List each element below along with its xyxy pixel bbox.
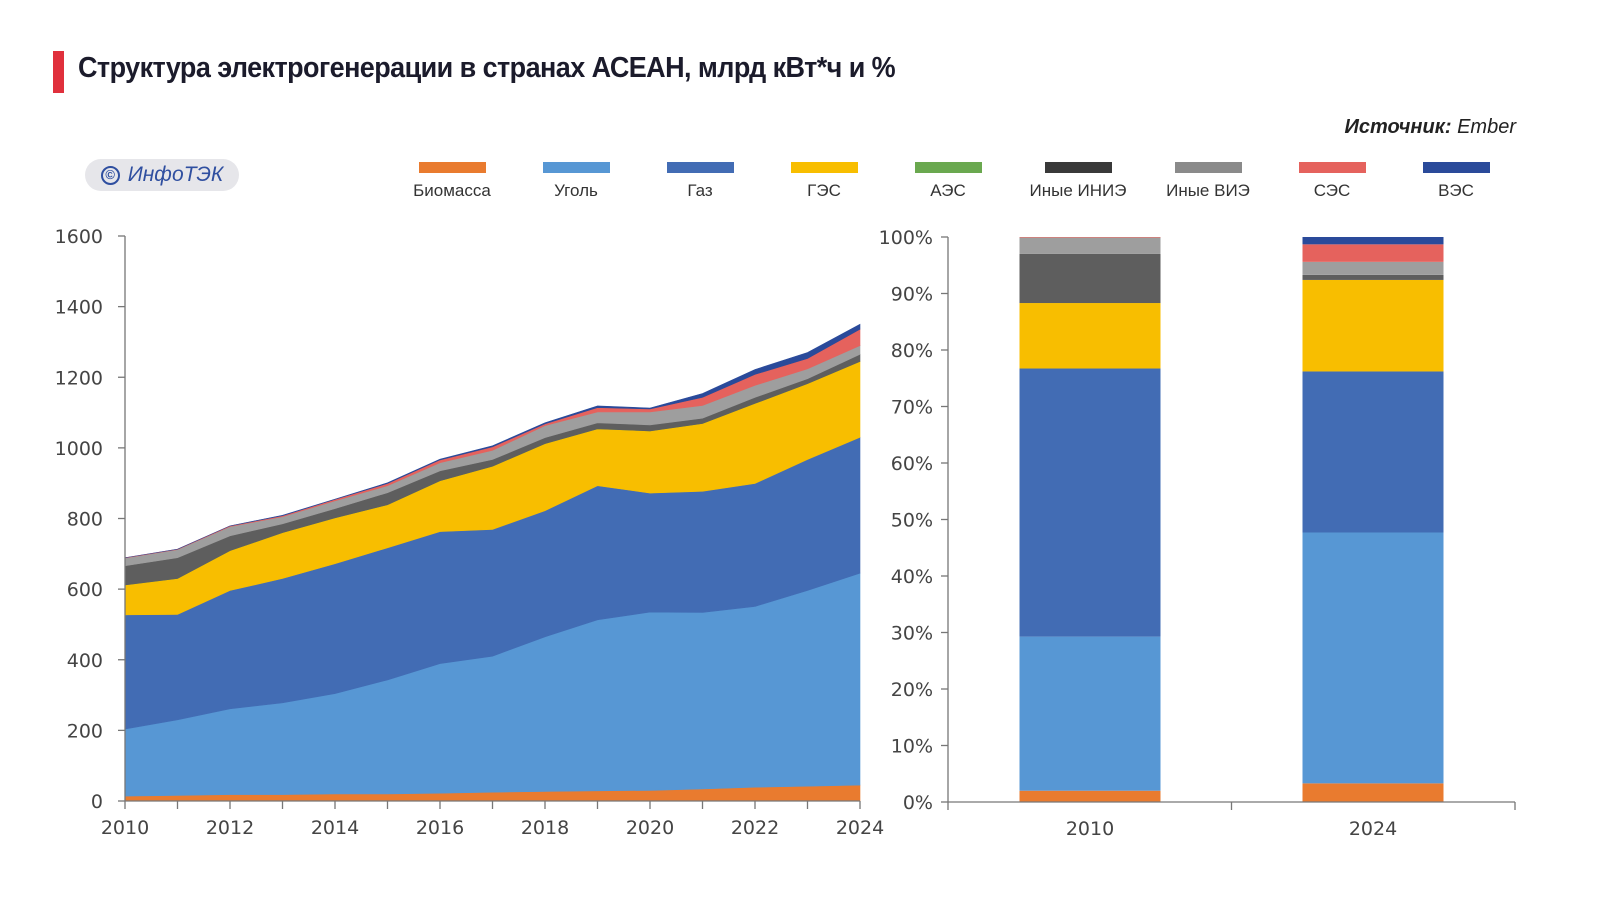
- x-tick-label: 2012: [206, 817, 254, 839]
- bar-segment: [1019, 303, 1161, 369]
- legend-swatch: [542, 162, 610, 173]
- x-tick-label: 2020: [626, 817, 674, 839]
- y-tick-label: 50%: [891, 510, 933, 532]
- legend-item: Биомасса: [382, 162, 522, 201]
- bar-segment: [1302, 279, 1444, 372]
- y-tick-label: 1400: [55, 297, 103, 319]
- bar-segment: [1019, 368, 1161, 637]
- y-tick-label: 30%: [891, 623, 933, 645]
- area-series: [124, 323, 861, 558]
- brand-name: ИнфоТЭК: [127, 163, 224, 186]
- y-tick-label: 40%: [891, 566, 933, 588]
- y-tick-label: 0: [91, 791, 103, 813]
- y-tick-label: 1200: [55, 367, 103, 389]
- bar-segment: [1302, 274, 1444, 280]
- legend-label: Иные ИНИЭ: [1029, 181, 1127, 200]
- y-tick-label: 600: [67, 579, 103, 601]
- brand-badge: © ИнфоТЭК: [85, 159, 239, 191]
- y-tick-label: 60%: [891, 453, 933, 475]
- legend-swatch: [1298, 162, 1366, 173]
- legend-swatch: [1044, 162, 1112, 173]
- legend-item: Уголь: [506, 162, 646, 201]
- y-tick-label: 1600: [55, 226, 103, 248]
- legend-swatch: [1174, 162, 1242, 173]
- bar-segment: [1302, 783, 1444, 802]
- y-tick-label: 1000: [55, 438, 103, 460]
- legend-label: Иные ВИЭ: [1166, 181, 1250, 200]
- legend-label: ВЭС: [1438, 181, 1474, 200]
- y-tick-label: 70%: [891, 397, 933, 419]
- y-tick-label: 100%: [879, 227, 933, 249]
- y-tick-label: 20%: [891, 679, 933, 701]
- legend-item: СЭС: [1262, 162, 1402, 201]
- bar-segment: [1019, 636, 1161, 791]
- copyright-icon: ©: [100, 165, 120, 185]
- y-tick-label: 80%: [891, 340, 933, 362]
- legend-item: ГЭС: [754, 162, 894, 201]
- legend-swatch: [790, 162, 858, 173]
- bar-segment: [1019, 237, 1161, 238]
- bar-segment: [1302, 237, 1444, 245]
- legend-item: АЭС: [878, 162, 1018, 201]
- legend: Биомасса Уголь Газ ГЭС АЭС Иные ИНИЭ Иные ВИЭ С…: [0, 162, 1600, 212]
- x-tick-label: 2014: [311, 817, 359, 839]
- source-value: Ember: [1457, 116, 1516, 138]
- y-tick-label: 200: [67, 720, 103, 742]
- bar-segment: [1302, 244, 1444, 262]
- x-tick-label: 2016: [416, 817, 464, 839]
- legend-swatch: [1422, 162, 1490, 173]
- y-tick-label: 400: [67, 650, 103, 672]
- source-label: Источник:: [1344, 116, 1452, 138]
- x-tick-label: 2018: [521, 817, 569, 839]
- x-tick-label: 2024: [836, 817, 884, 839]
- y-tick-label: 90%: [891, 284, 933, 306]
- title-accent-bar: [53, 51, 64, 93]
- legend-label: Уголь: [554, 181, 598, 200]
- legend-swatch: [418, 162, 486, 173]
- legend-swatch: [914, 162, 982, 173]
- source-note: Источник: Ember: [1345, 116, 1516, 139]
- legend-label: Биомасса: [413, 181, 491, 200]
- bar-segment: [1302, 532, 1444, 784]
- bar-segment: [1302, 261, 1444, 275]
- x-tick-label: 2010: [101, 817, 149, 839]
- bar-segment: [1302, 371, 1444, 533]
- legend-item: ВЭС: [1386, 162, 1526, 201]
- legend-label: АЭС: [930, 181, 966, 200]
- x-tick-label: 2010: [1066, 818, 1114, 840]
- legend-item: Газ: [630, 162, 770, 201]
- bar-segment: [1019, 237, 1161, 254]
- x-tick-label: 2024: [1349, 818, 1397, 840]
- legend-label: ГЭС: [807, 181, 841, 200]
- legend-item: Иные ВИЭ: [1138, 162, 1278, 201]
- bar-segment: [1019, 790, 1161, 802]
- y-tick-label: 0%: [903, 792, 933, 814]
- y-tick-label: 800: [67, 509, 103, 531]
- x-tick-label: 2022: [731, 817, 779, 839]
- legend-label: СЭС: [1313, 181, 1351, 200]
- legend-label: Газ: [687, 181, 713, 200]
- chart-title: Структура электрогенерации в странах АСЕ…: [78, 52, 896, 84]
- legend-swatch: [666, 162, 734, 173]
- legend-item: Иные ИНИЭ: [1008, 162, 1148, 201]
- bar-segment: [1019, 253, 1161, 304]
- y-tick-label: 10%: [891, 736, 933, 758]
